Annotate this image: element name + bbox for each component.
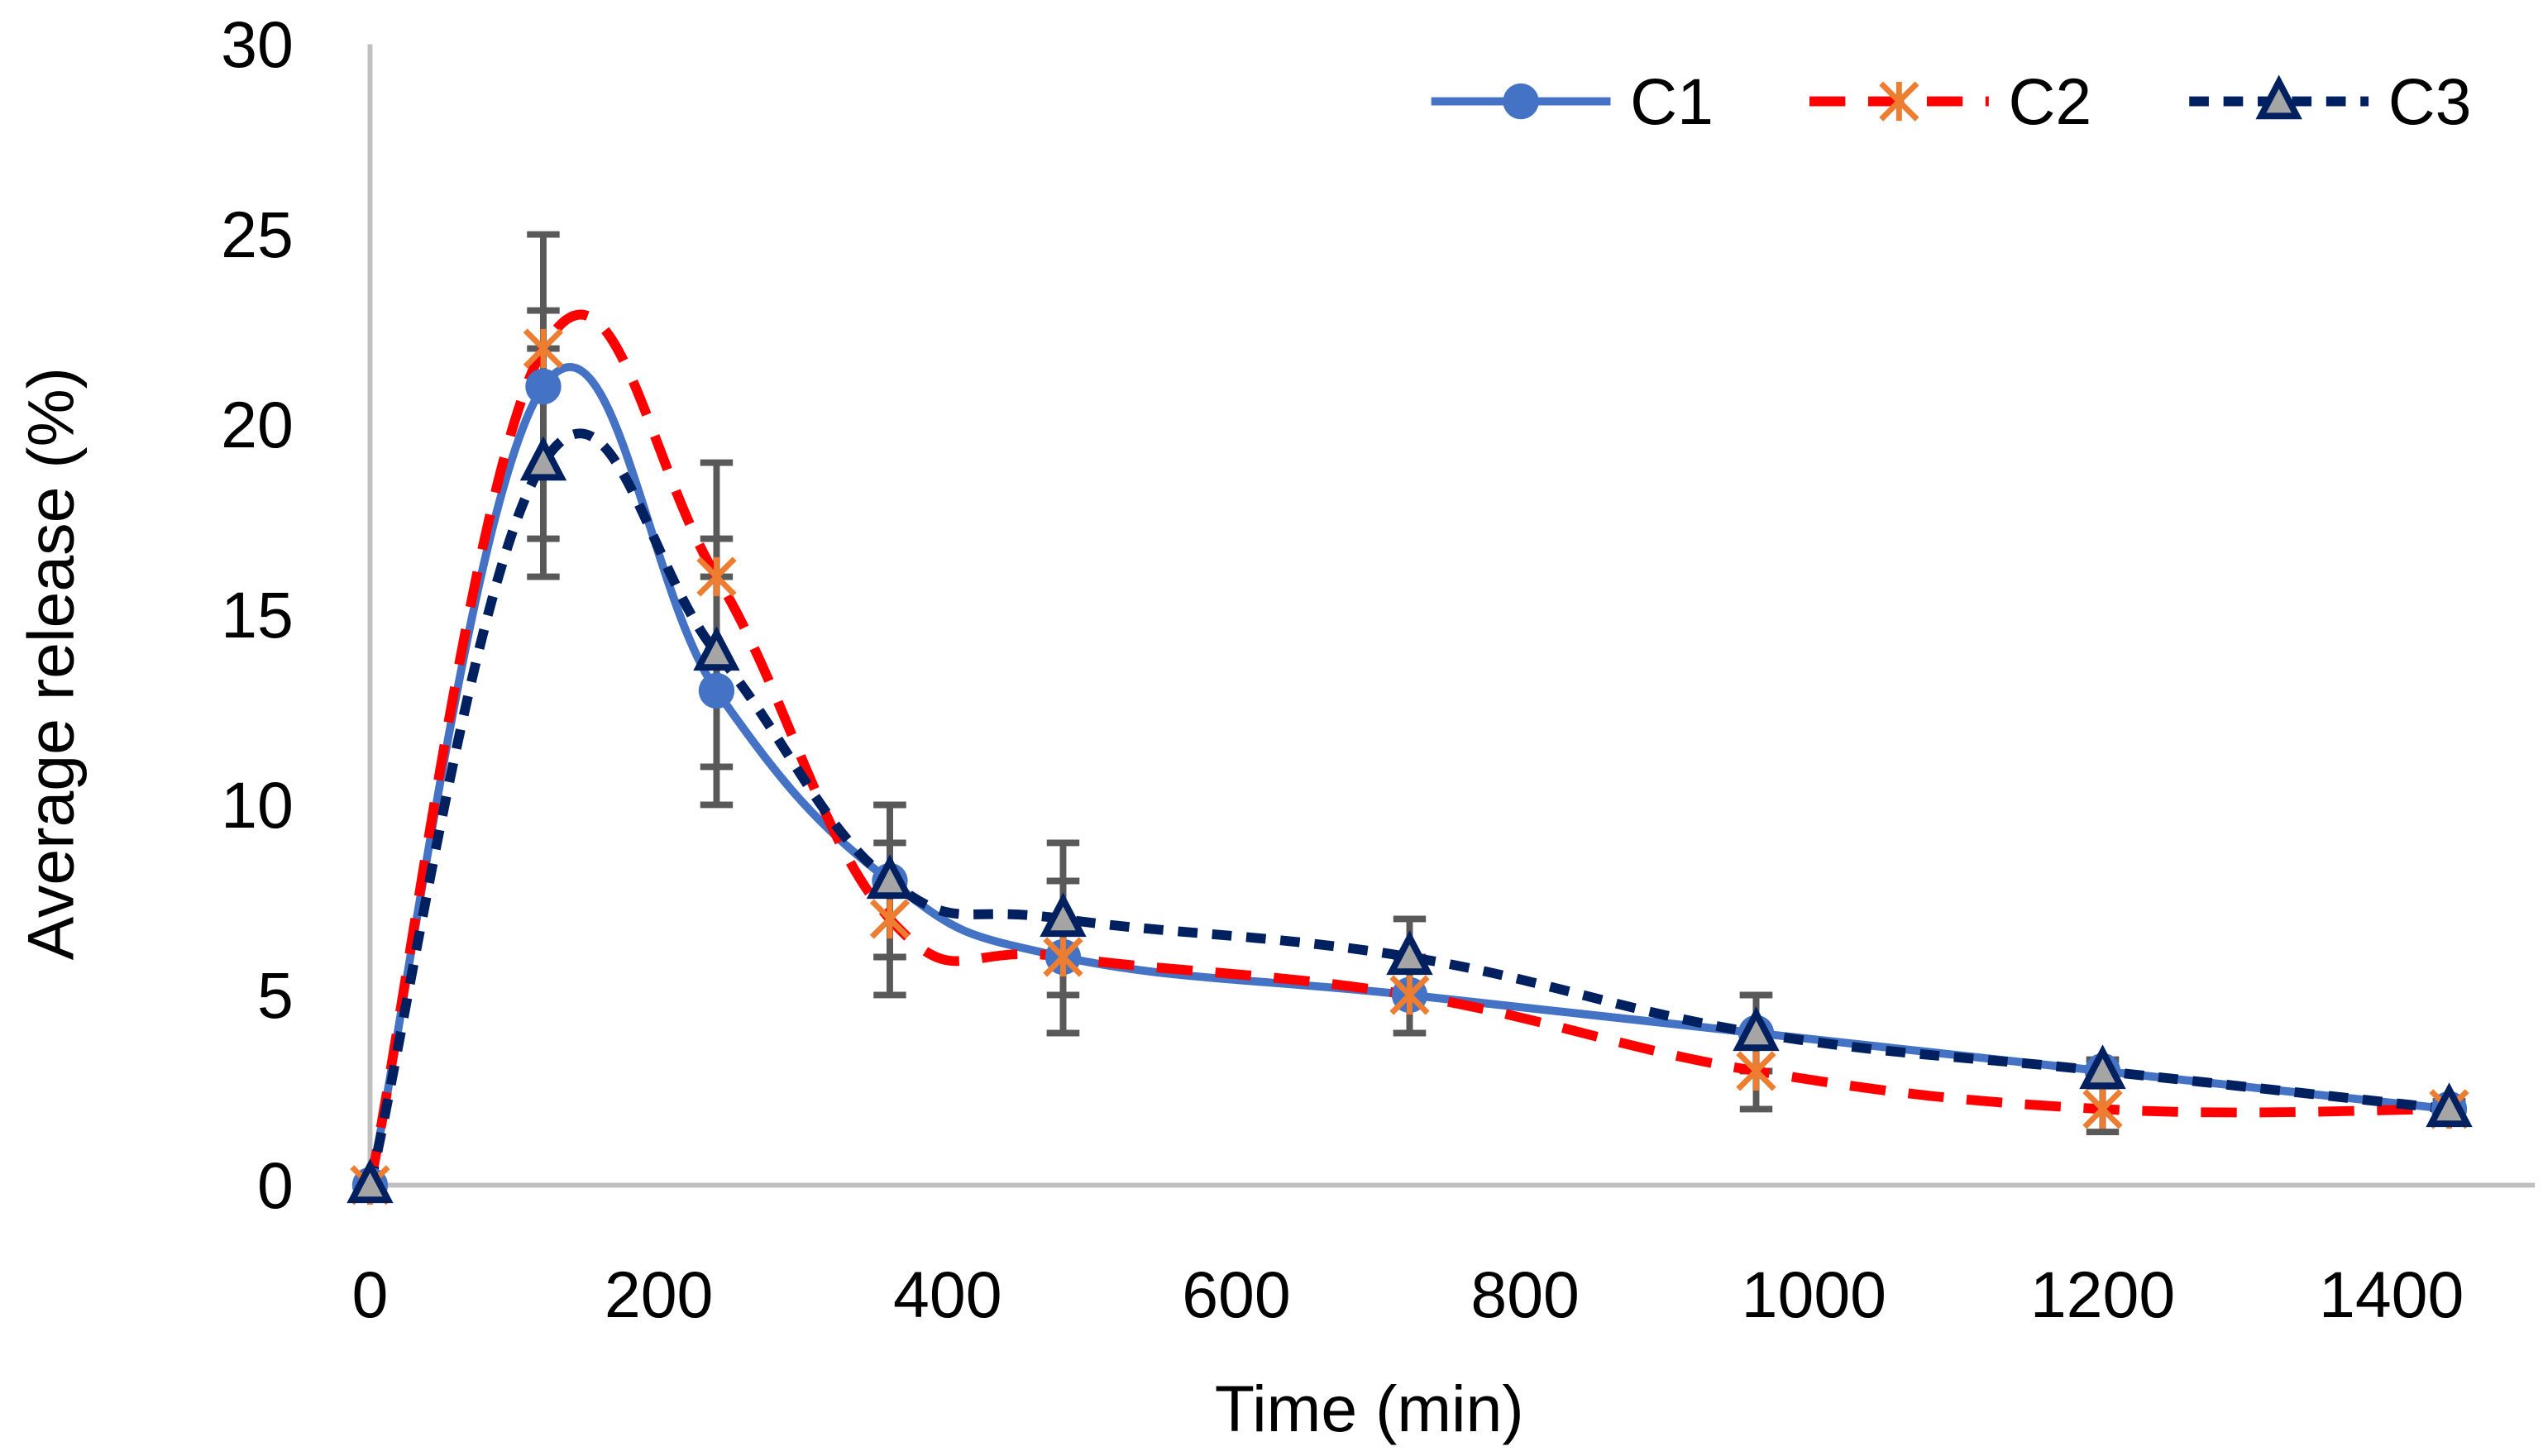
axes — [367, 44, 2536, 1188]
x-tick-label: 0 — [352, 1258, 389, 1331]
data-point-c2 — [869, 899, 911, 939]
series-lines — [365, 309, 2450, 1186]
y-tick-label: 15 — [221, 579, 294, 652]
series-line-c1 — [366, 363, 2450, 1186]
data-point-c2 — [1389, 975, 1430, 1015]
data-point-c3 — [693, 626, 740, 671]
data-point-c1 — [698, 672, 735, 709]
series-line-c3 — [365, 428, 2450, 1186]
y-axis-label: Average release (%) — [15, 367, 88, 960]
y-tick-label: 20 — [221, 389, 294, 461]
x-tick-label: 1400 — [2319, 1258, 2464, 1331]
data-point-c2 — [696, 556, 737, 597]
data-point-c3 — [866, 854, 914, 900]
legend: C1 C2 C3 — [1431, 65, 2472, 138]
y-tick-label: 5 — [257, 959, 294, 1032]
y-tick-label: 10 — [221, 769, 294, 842]
data-point-c3 — [347, 1158, 394, 1204]
x-tick-label: 1000 — [1742, 1258, 1886, 1331]
data-point-c2 — [523, 328, 564, 369]
y-tick-label: 30 — [221, 8, 294, 81]
data-point-c3 — [1733, 1006, 1780, 1052]
legend-label: C1 — [1630, 65, 1714, 138]
x-tick-label: 400 — [893, 1258, 1002, 1331]
data-point-c2 — [1736, 1051, 1776, 1091]
y-tick-labels: 0 5 10 15 20 25 30 — [221, 8, 294, 1222]
data-point-c2 — [1043, 937, 1083, 977]
legend-label: C3 — [2388, 65, 2472, 138]
legend-marker-c2 — [1879, 81, 1919, 122]
data-point-c3 — [1386, 930, 1433, 976]
data-point-c3 — [1040, 892, 1087, 938]
y-tick-label: 0 — [257, 1149, 294, 1222]
legend-item-c3: C3 — [2189, 65, 2472, 138]
data-point-c3 — [519, 436, 567, 481]
legend-marker-c1 — [1503, 83, 1539, 120]
x-tick-label: 200 — [605, 1258, 714, 1331]
x-tick-label: 1200 — [2030, 1258, 2175, 1331]
legend-label: C2 — [2008, 65, 2091, 138]
legend-item-c2: C2 — [1809, 65, 2091, 138]
legend-item-c1: C1 — [1431, 65, 1714, 138]
error-bars — [527, 231, 2466, 1135]
x-tick-label: 800 — [1470, 1258, 1580, 1331]
x-tick-label: 600 — [1182, 1258, 1291, 1331]
data-point-c2 — [2082, 1089, 2123, 1129]
x-axis-label: Time (min) — [1215, 1372, 1524, 1445]
series-line-c2 — [365, 309, 2450, 1186]
legend-marker-c3 — [2255, 74, 2302, 120]
data-point-c3 — [2426, 1082, 2473, 1128]
x-tick-labels: 0 200 400 600 800 1000 1200 1400 — [352, 1258, 2464, 1331]
data-point-c1 — [525, 368, 562, 405]
y-tick-label: 25 — [221, 198, 294, 271]
series-markers — [347, 328, 2473, 1205]
data-point-c3 — [2079, 1044, 2126, 1090]
